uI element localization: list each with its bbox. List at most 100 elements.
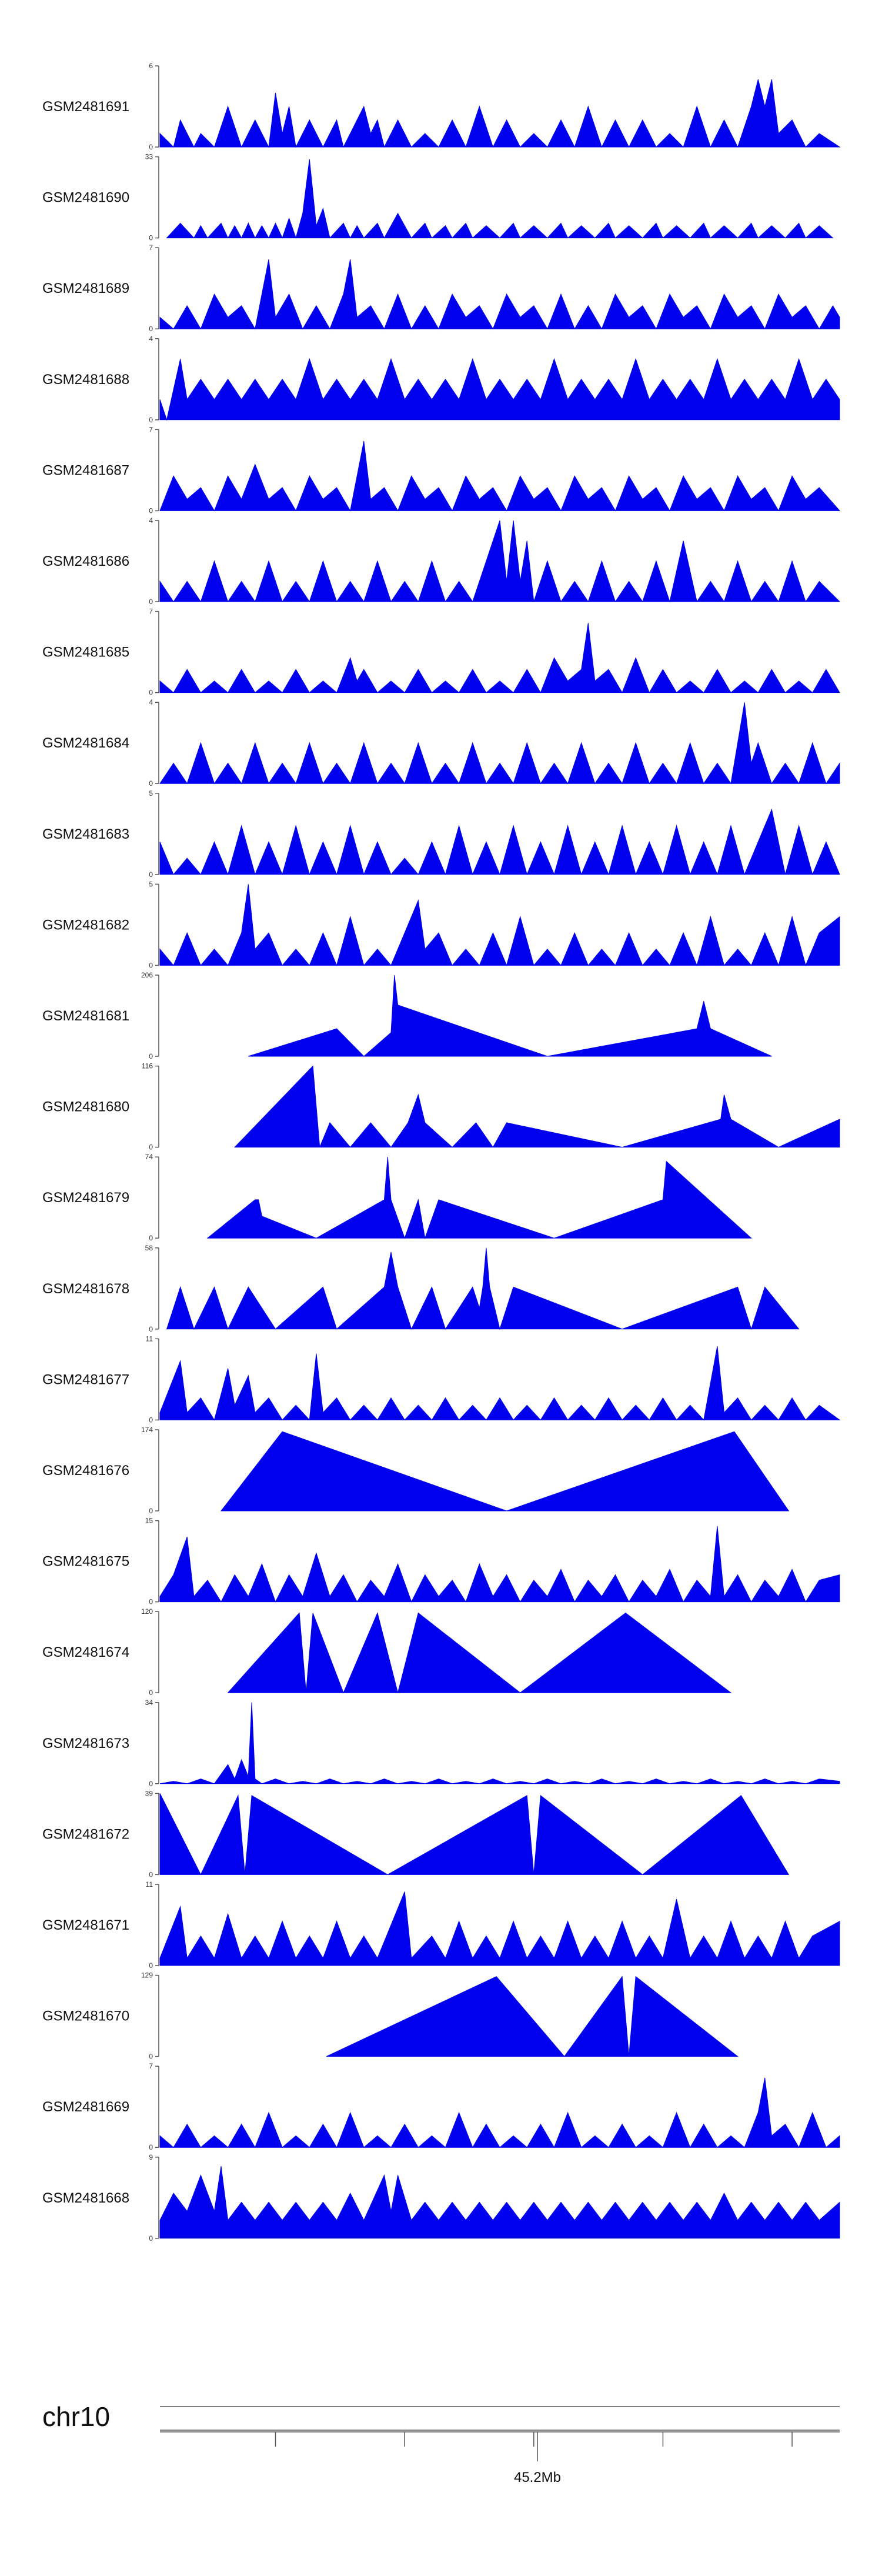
coverage-area xyxy=(248,975,772,1057)
track-label: GSM2481680 xyxy=(42,1099,129,1115)
y-tick-label-min: 0 xyxy=(149,2143,153,2151)
track-label: GSM2481685 xyxy=(42,645,129,660)
coverage-area xyxy=(159,623,840,693)
y-tick-label-max: 74 xyxy=(145,1153,153,1161)
track: GSM2481682 5 0 xyxy=(42,880,840,969)
track-label: GSM2481678 xyxy=(42,1281,129,1297)
coverage-area xyxy=(166,1247,800,1330)
position-marker-label: 45.2Mb xyxy=(514,2470,561,2485)
y-tick-label-min: 0 xyxy=(149,1052,153,1060)
track-label: GSM2481683 xyxy=(42,826,129,842)
y-tick-label-max: 33 xyxy=(145,153,153,161)
y-tick-label-min: 0 xyxy=(149,2053,153,2061)
track: GSM2481688 4 0 xyxy=(42,335,840,424)
y-tick-label-min: 0 xyxy=(149,325,153,333)
y-tick-label-max: 7 xyxy=(149,2062,153,2070)
y-tick-label-max: 39 xyxy=(145,1789,153,1797)
track-label: GSM2481689 xyxy=(42,281,129,296)
track: GSM2481672 39 0 xyxy=(42,1789,790,1878)
track-label: GSM2481681 xyxy=(42,1008,129,1024)
y-tick-label-min: 0 xyxy=(149,234,153,242)
track: GSM2481689 7 0 xyxy=(42,243,840,333)
y-tick-label-max: 5 xyxy=(149,880,153,888)
y-tick-label-max: 7 xyxy=(149,243,153,252)
track-label: GSM2481676 xyxy=(42,1463,129,1479)
track: GSM2481683 5 0 xyxy=(42,789,840,879)
y-tick-label-min: 0 xyxy=(149,1689,153,1697)
track: GSM2481687 7 0 xyxy=(42,425,841,515)
track-label: GSM2481687 xyxy=(42,462,129,478)
track: GSM2481670 129 0 xyxy=(42,1971,739,2061)
coverage-area xyxy=(159,79,841,148)
y-tick-label-min: 0 xyxy=(149,1598,153,1606)
y-tick-label-min: 0 xyxy=(149,598,153,606)
track: GSM2481681 206 0 xyxy=(42,971,772,1060)
coverage-area xyxy=(206,1157,752,1240)
track: GSM2481678 58 0 xyxy=(42,1244,800,1333)
track-label: GSM2481686 xyxy=(42,553,129,569)
y-tick-label-min: 0 xyxy=(149,1416,153,1424)
track: GSM2481691 6 0 xyxy=(42,62,841,151)
track: GSM2481671 11 0 xyxy=(42,1880,840,1970)
y-tick-label-max: 15 xyxy=(145,1517,153,1525)
y-tick-label-max: 206 xyxy=(141,971,153,979)
y-tick-label-max: 7 xyxy=(149,608,153,616)
y-tick-label-max: 129 xyxy=(141,1971,153,1980)
coverage-area xyxy=(159,1891,840,1966)
chromosome-ideogram: chr10 45.2Mb xyxy=(42,2401,840,2485)
y-tick-label-min: 0 xyxy=(149,506,153,515)
coverage-area xyxy=(326,1976,739,2057)
y-tick-label-max: 58 xyxy=(145,1244,153,1252)
track-label: GSM2481670 xyxy=(42,2008,129,2024)
y-tick-label-max: 11 xyxy=(146,1334,153,1343)
track-label: GSM2481684 xyxy=(42,735,129,751)
chromosome-label: chr10 xyxy=(42,2401,110,2432)
track-label: GSM2481690 xyxy=(42,190,129,206)
track: GSM2481677 11 0 xyxy=(42,1334,841,1424)
track-label: GSM2481677 xyxy=(42,1372,129,1387)
coverage-area xyxy=(220,1431,790,1511)
coverage-area xyxy=(166,159,834,239)
y-tick-label-min: 0 xyxy=(149,1961,153,1970)
coverage-area xyxy=(234,1065,840,1148)
coverage-area xyxy=(159,808,840,876)
coverage-area xyxy=(159,1702,840,1784)
track: GSM2481675 15 0 xyxy=(42,1517,840,1606)
y-tick-label-min: 0 xyxy=(149,689,153,697)
coverage-area xyxy=(159,2077,840,2148)
track-label: GSM2481672 xyxy=(42,1826,129,1842)
track-label: GSM2481682 xyxy=(42,917,129,933)
coverage-area xyxy=(159,358,840,421)
track: GSM2481690 33 0 xyxy=(42,153,834,242)
track-label: GSM2481671 xyxy=(42,1917,129,1933)
track-label: GSM2481674 xyxy=(42,1644,129,1660)
y-tick-label-max: 5 xyxy=(149,789,153,798)
track: GSM2481680 116 0 xyxy=(42,1062,840,1152)
coverage-area xyxy=(159,1526,840,1603)
y-tick-label-max: 9 xyxy=(149,2153,153,2161)
track-label: GSM2481691 xyxy=(42,99,129,115)
y-tick-label-min: 0 xyxy=(149,1870,153,1878)
track: GSM2481685 7 0 xyxy=(42,608,840,697)
y-tick-label-min: 0 xyxy=(149,961,153,969)
y-tick-label-max: 34 xyxy=(145,1699,153,1707)
coverage-area xyxy=(227,1611,732,1694)
y-tick-label-max: 6 xyxy=(149,62,153,70)
coverage-area xyxy=(159,884,840,966)
y-tick-label-min: 0 xyxy=(149,870,153,879)
y-tick-label-max: 4 xyxy=(149,698,153,706)
coverage-area xyxy=(159,520,841,603)
coverage-area xyxy=(159,441,841,512)
track: GSM2481684 4 0 xyxy=(42,698,840,788)
coverage-area xyxy=(159,2166,840,2239)
genome-ticks xyxy=(275,2432,793,2447)
track-label: GSM2481668 xyxy=(42,2190,129,2206)
y-tick-label-min: 0 xyxy=(149,1325,153,1333)
y-tick-label-min: 0 xyxy=(149,2234,153,2243)
track-label: GSM2481679 xyxy=(42,1190,129,1206)
track: GSM2481669 7 0 xyxy=(42,2062,840,2151)
y-tick-label-min: 0 xyxy=(149,1143,153,1152)
y-tick-label-max: 7 xyxy=(149,425,153,433)
y-tick-label-min: 0 xyxy=(149,779,153,788)
